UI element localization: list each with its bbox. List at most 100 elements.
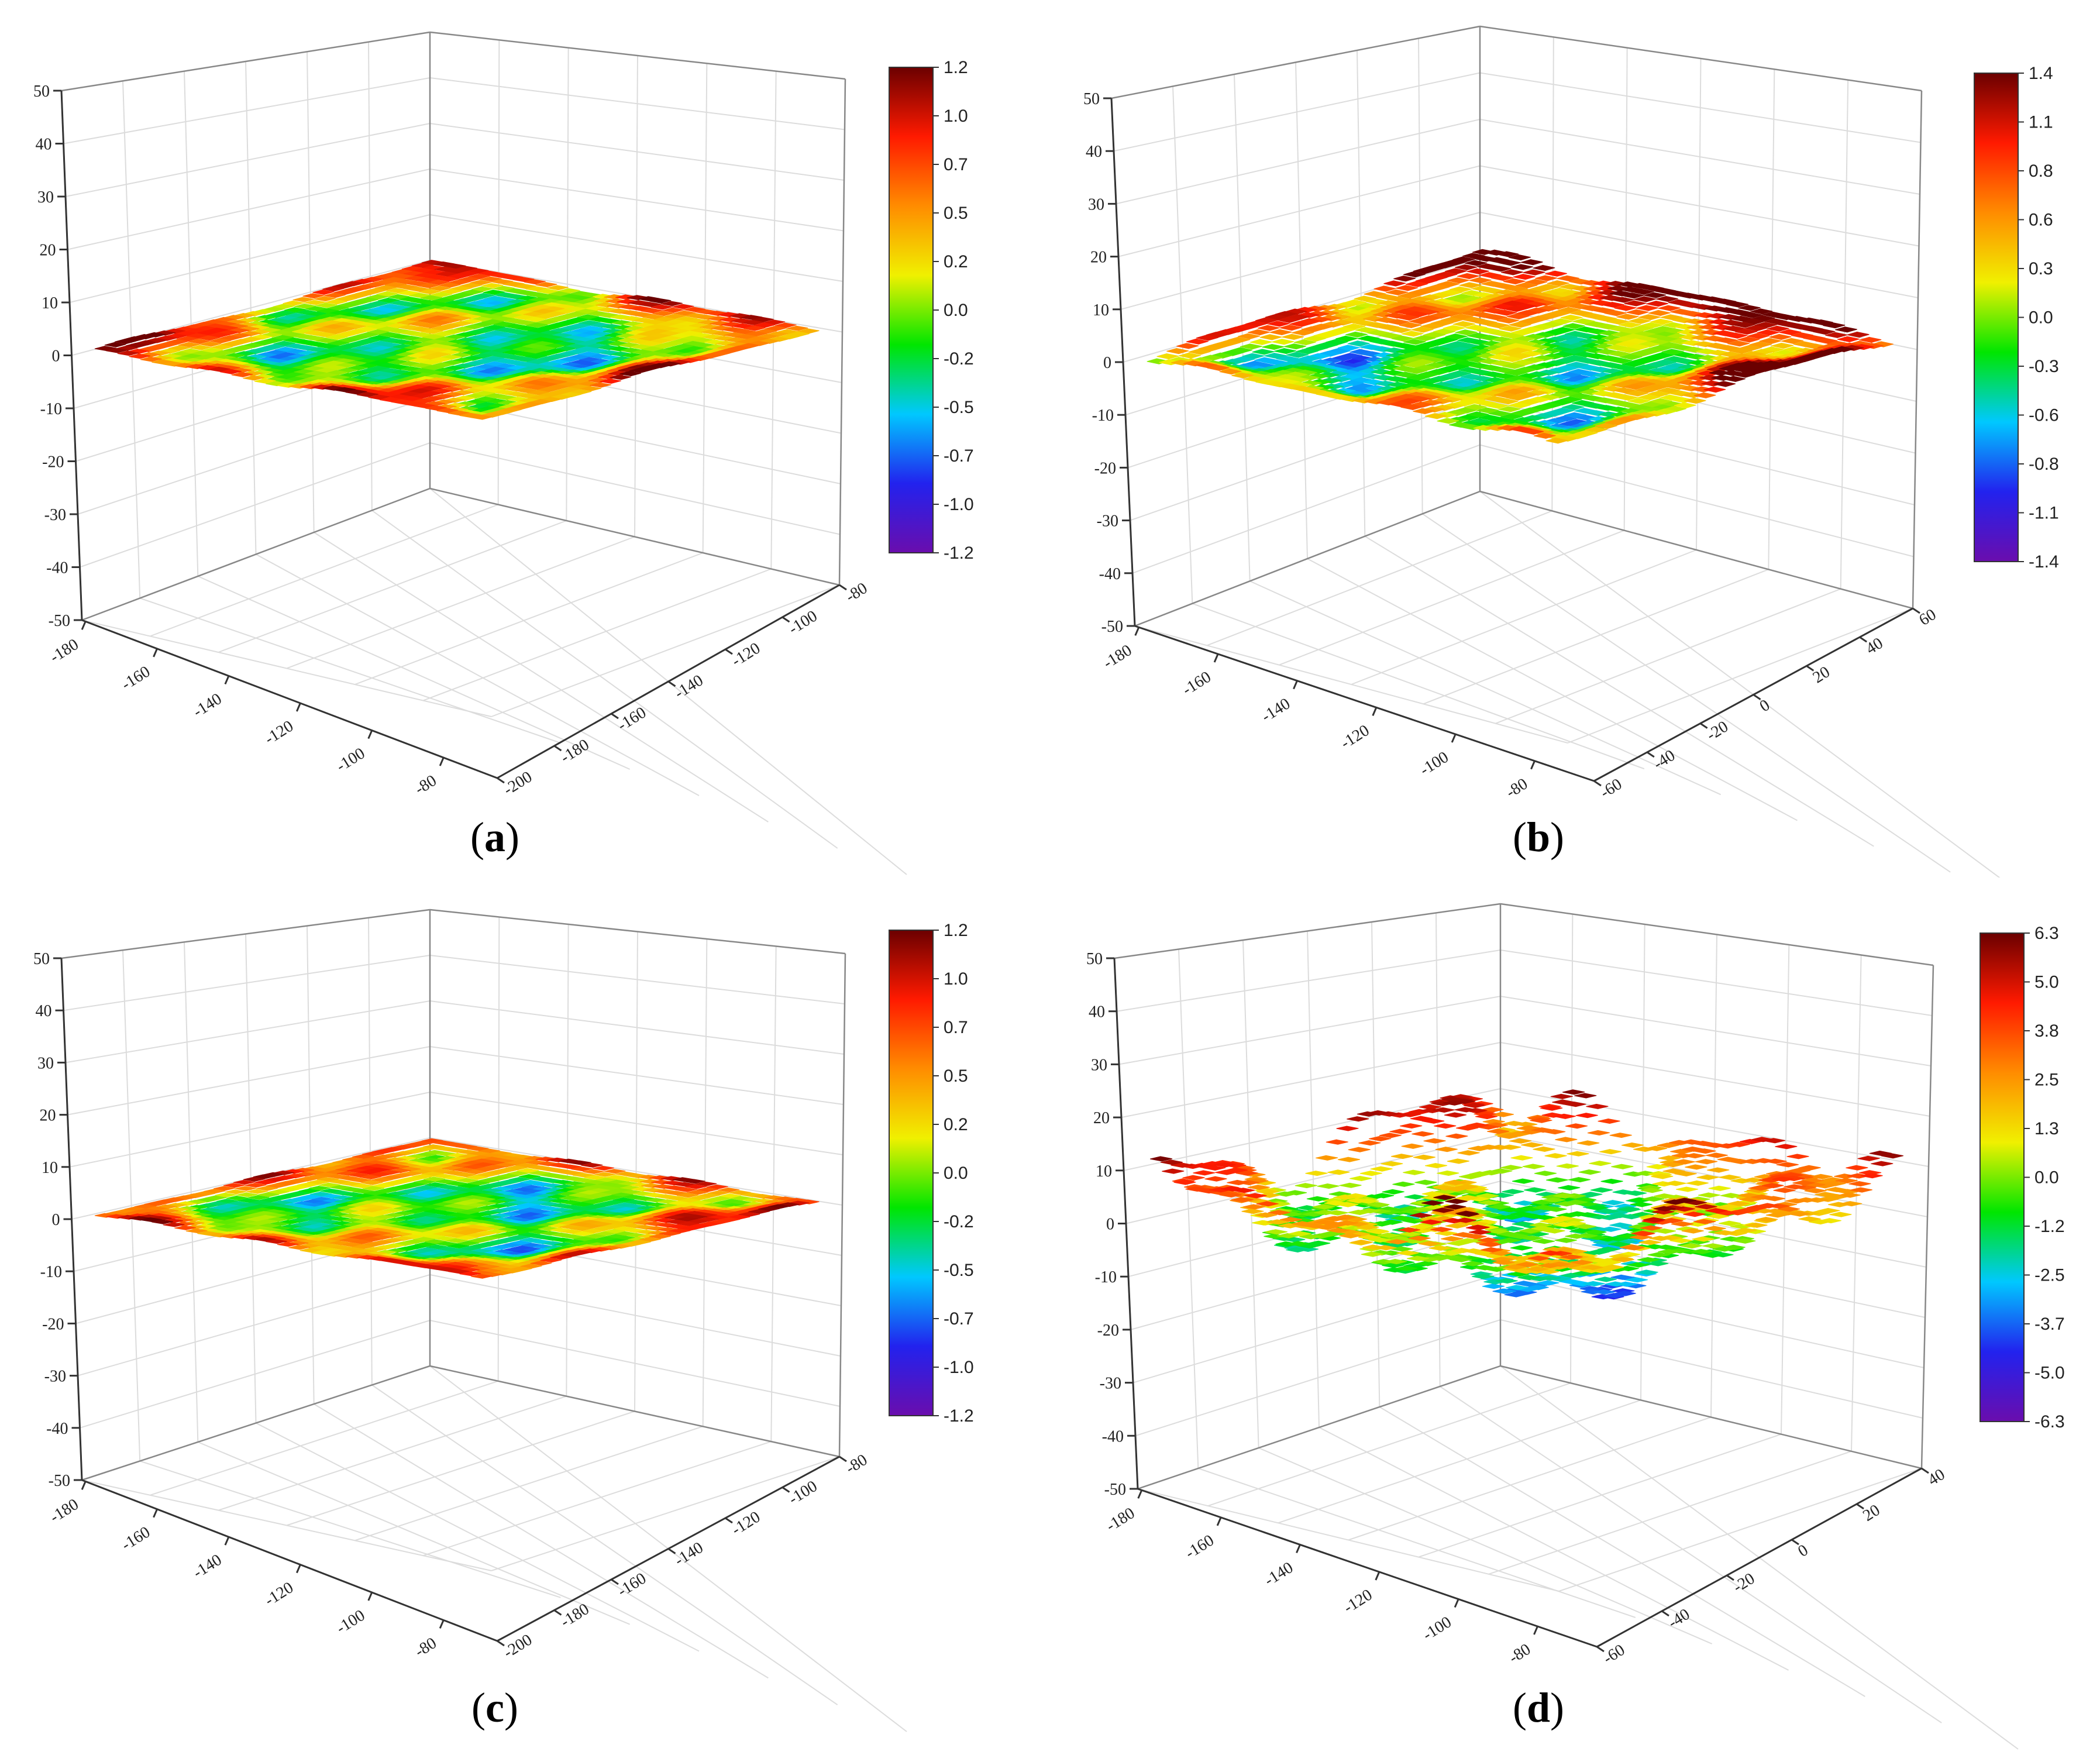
surface-cell [140, 1217, 162, 1223]
z-tick-label: -10 [40, 400, 62, 418]
surface-cell [1585, 426, 1607, 433]
x-tick-label: -120 [1341, 1586, 1376, 1617]
surface-cell [571, 1226, 593, 1231]
surface-cell [1343, 324, 1366, 330]
surface-cell [448, 1269, 470, 1274]
surface-cell [1433, 328, 1455, 335]
surface-cell [253, 1174, 275, 1179]
surface-cell [471, 1274, 493, 1279]
surface-cell [254, 1237, 276, 1242]
surface-cell [1521, 1142, 1544, 1148]
surface-cell [199, 341, 222, 347]
x-tick-label: -140 [190, 1551, 225, 1582]
surface-cell [1562, 323, 1585, 329]
y-tick [725, 1517, 733, 1524]
surface-cell [1203, 1165, 1226, 1171]
surface-cell [518, 1174, 541, 1179]
surface-cell [1267, 321, 1290, 327]
surface-cell [1633, 1231, 1655, 1237]
surface-cell [1445, 268, 1468, 274]
colorbar-tick-label: 0.5 [944, 1066, 968, 1086]
surface-cell [1413, 408, 1435, 414]
surface-cell [314, 296, 336, 302]
surface-cell [786, 325, 808, 331]
z-tick-label: -50 [49, 612, 70, 630]
surface-cell [1304, 388, 1327, 394]
floor-gridline [1567, 608, 1913, 744]
surface-cell [677, 1193, 698, 1198]
surface-cell [362, 1151, 384, 1157]
surface-cell [478, 1148, 500, 1154]
y-tick-label: -120 [728, 1508, 763, 1539]
surface-cell [220, 369, 242, 374]
surface-cell [1346, 1197, 1369, 1203]
surface-cell [1186, 338, 1209, 345]
surface-cell [593, 1165, 614, 1171]
x-tick-label: -100 [333, 1606, 369, 1637]
y-tick-label: -40 [1650, 746, 1678, 773]
z-gridline [1132, 444, 1914, 574]
surface-cell [1622, 1245, 1645, 1251]
surface-cell [515, 320, 536, 326]
surface-cell [1590, 1187, 1613, 1193]
floor-gridline [218, 1395, 567, 1511]
z-tick-label: -20 [1097, 1322, 1119, 1340]
surface-cell [1312, 1204, 1335, 1210]
y-tick [497, 777, 505, 784]
y-tick-label: -80 [842, 579, 870, 606]
surface-cell [1554, 1201, 1578, 1207]
surface-cell [446, 1181, 468, 1186]
x-tick-labels: -180-160-140-120-100-80 [1103, 1489, 1538, 1667]
panel-b: 50 40 30 20 10 0 -10 -20 -30 -40 -50 -180 -160 -140 -1… [1050, 0, 2100, 878]
surface-cell [1544, 1206, 1567, 1212]
surface-cell [1575, 1113, 1598, 1119]
surface-cell [215, 1192, 237, 1197]
surface-cell [1388, 401, 1411, 407]
surface-cell [1612, 297, 1634, 303]
surface-cell [491, 278, 513, 284]
z-tick-label: 0 [1106, 1216, 1114, 1234]
grid-lines [61, 909, 907, 1732]
floor-gridline [1495, 588, 1841, 724]
x-tick-label: -100 [1420, 1613, 1455, 1644]
box-edge [1114, 903, 1501, 959]
surface-cell [449, 279, 471, 285]
surface-cell [1445, 1223, 1468, 1229]
surface-cell [1671, 1221, 1694, 1227]
surface-cell [318, 1182, 340, 1188]
surface-cell [742, 320, 764, 325]
panel-label-a: (a) [470, 814, 519, 861]
colorbar-tick-label: 0.0 [944, 1164, 968, 1183]
surface-cell [1603, 1293, 1626, 1299]
surface-cell [1455, 264, 1478, 271]
surface-cell [1491, 274, 1514, 281]
floor-gridline [1279, 529, 1625, 666]
surface-cell [1240, 343, 1262, 350]
wall-gridline [184, 71, 199, 577]
surface-cell [1846, 1165, 1868, 1171]
surface-cell [357, 391, 378, 397]
surface-cell [168, 345, 190, 351]
surface-cell [214, 1186, 235, 1191]
surface-cell [1348, 1147, 1371, 1152]
z-gridline [67, 168, 844, 250]
surface-cell [1599, 1149, 1622, 1155]
surface-cell [1743, 318, 1765, 325]
surface-cell [1705, 1152, 1728, 1158]
surface-cell [1316, 1155, 1338, 1161]
surface-cell [1714, 298, 1737, 305]
surface-cell [1574, 1224, 1596, 1230]
surface-cell [422, 365, 443, 370]
z-tick-label: -20 [42, 453, 64, 472]
surface-cell [1355, 326, 1378, 333]
wall-gridline [122, 950, 141, 1461]
surface-cell [1364, 291, 1386, 297]
surface-cell [1582, 1281, 1605, 1286]
floor-gridline [197, 576, 631, 770]
surface-cell [463, 1164, 485, 1169]
surface-cell [440, 288, 462, 294]
surface-cell [1644, 292, 1667, 298]
y-tick [1856, 1503, 1864, 1510]
z-gridline [65, 1000, 845, 1064]
